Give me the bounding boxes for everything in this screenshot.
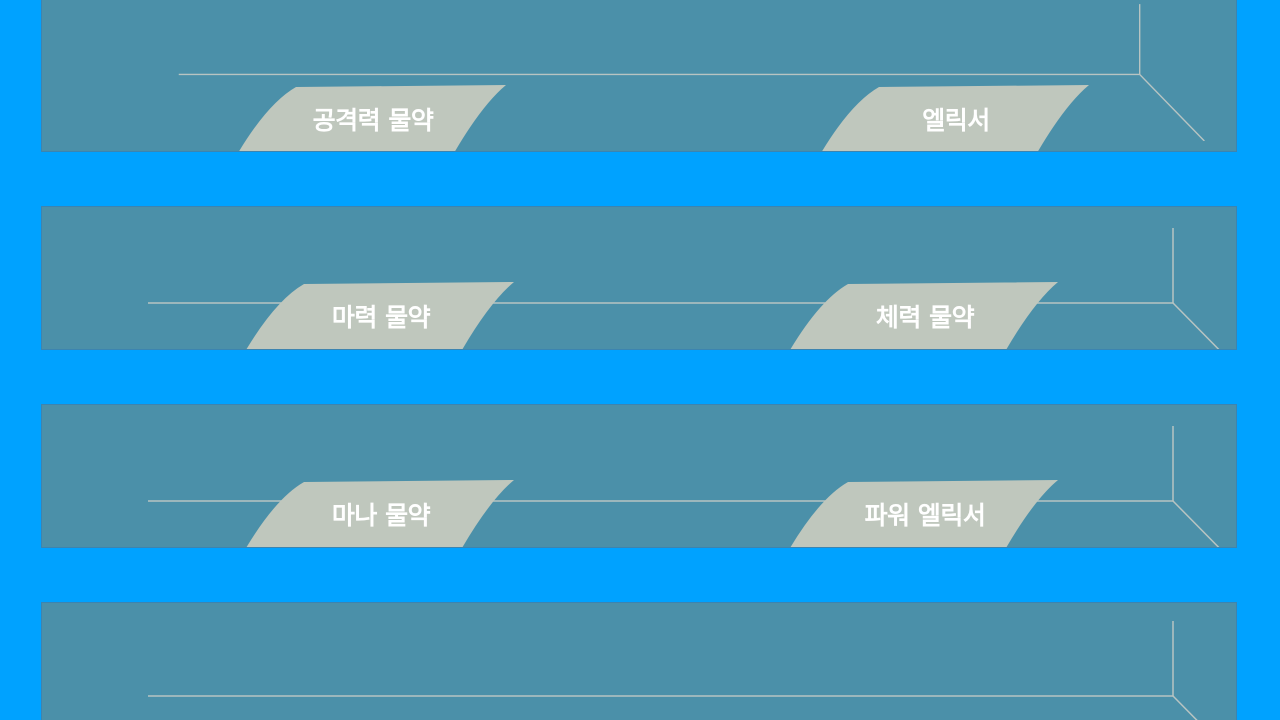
item-tab-elixir[interactable]: 엘릭서 bbox=[821, 85, 1091, 151]
tab-shape bbox=[246, 282, 514, 349]
shelf-row-1: 공격력 물약 엘릭서 bbox=[41, 0, 1237, 152]
item-label: 체력 물약 bbox=[875, 303, 975, 332]
tab-shape bbox=[246, 480, 514, 547]
tab-shape bbox=[239, 85, 506, 151]
item-label: 마나 물약 bbox=[331, 501, 431, 530]
shelf-row-3: 마나 물약 파워 엘릭서 bbox=[41, 404, 1237, 548]
item-label: 파워 엘릭서 bbox=[864, 501, 986, 530]
tab-shape bbox=[790, 282, 1058, 349]
shelf-row-2: 마력 물약 체력 물약 bbox=[41, 206, 1237, 350]
tab-shape bbox=[822, 85, 1089, 151]
item-tab-power-elixir[interactable]: 파워 엘릭서 bbox=[790, 480, 1060, 547]
tab-shape bbox=[790, 480, 1058, 547]
item-label: 엘릭서 bbox=[922, 106, 990, 135]
shelf-frame-lines bbox=[148, 621, 1198, 720]
shelf-row-4 bbox=[41, 602, 1237, 720]
item-tab-health-potion[interactable]: 체력 물약 bbox=[790, 282, 1060, 349]
item-tab-mana-potion[interactable]: 마나 물약 bbox=[246, 480, 516, 547]
item-label: 마력 물약 bbox=[331, 303, 431, 332]
item-label: 공격력 물약 bbox=[312, 106, 434, 135]
item-tab-attack-potion[interactable]: 공격력 물약 bbox=[238, 85, 508, 151]
item-tab-magic-potion[interactable]: 마력 물약 bbox=[246, 282, 516, 349]
